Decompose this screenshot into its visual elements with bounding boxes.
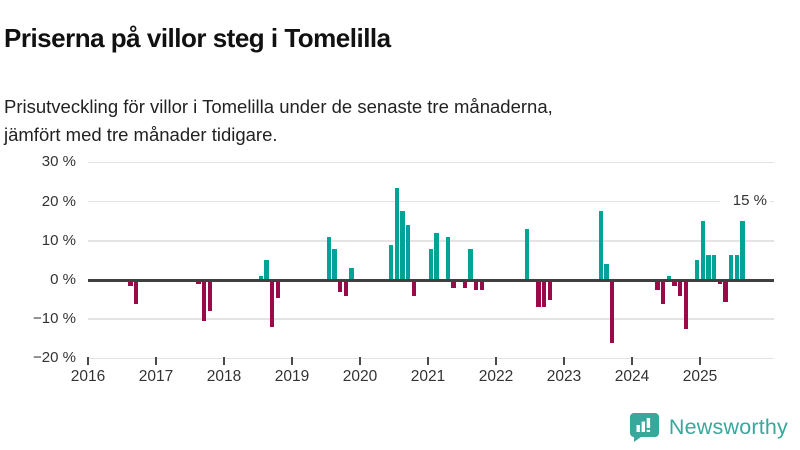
x-axis-tick (359, 357, 361, 365)
x-axis-tick (223, 357, 225, 365)
bar-2022-10 (547, 280, 553, 300)
bar-2025-02 (706, 254, 711, 280)
bar-2019-07 (326, 236, 332, 280)
bar-2018-10 (275, 280, 281, 298)
bar-2024-05 (655, 280, 660, 290)
gridline-30 (88, 161, 774, 164)
bar-2025-06 (728, 254, 734, 280)
bar-2019-09 (337, 280, 343, 292)
bar-2024-10 (683, 280, 689, 329)
gridline-10 (88, 240, 774, 242)
gridline--20 (88, 357, 774, 360)
zero-baseline (88, 278, 774, 282)
bar-2021-01 (428, 248, 434, 280)
x-axis-label: 2025 (682, 368, 718, 385)
bar-2022-09 (541, 280, 547, 308)
bar-2025-05 (723, 280, 728, 302)
bar-2018-08 (264, 260, 269, 280)
bar-2021-10 (479, 280, 485, 290)
newsworthy-brand: Newsworthy (629, 412, 788, 442)
x-axis-label: 2017 (138, 368, 174, 385)
y-axis-label: 30 % (41, 153, 76, 171)
bar-2021-07 (462, 280, 468, 288)
bar-2021-08 (468, 248, 473, 280)
y-axis-label: 20 % (41, 192, 76, 210)
bar-2020-09 (405, 225, 411, 280)
bar-2020-07 (394, 187, 400, 280)
x-axis-label: 2019 (274, 368, 310, 385)
subtitle-line-1: Prisutveckling för villor i Tomelilla un… (4, 95, 553, 117)
bar-2022-08 (536, 280, 541, 308)
bar-2024-06 (660, 280, 666, 304)
bar-2017-10 (207, 280, 213, 312)
bar-2025-04 (717, 280, 723, 284)
bar-2019-08 (332, 248, 337, 280)
gridline--10 (88, 318, 774, 320)
bar-2025-03 (711, 254, 717, 280)
last-value-annotation: 15 % (720, 192, 770, 210)
bar-2018-07 (258, 276, 264, 280)
bar-2023-08 (604, 264, 609, 280)
y-axis-label: 0 % (50, 271, 76, 288)
bar-2019-10 (343, 280, 349, 296)
x-axis-tick (631, 357, 633, 365)
x-axis-label: 2020 (342, 368, 378, 385)
x-axis-label: 2018 (206, 368, 242, 385)
x-axis-label: 2022 (478, 368, 514, 385)
bar-2024-08 (672, 280, 677, 286)
bar-2021-05 (451, 280, 456, 288)
bar-2021-04 (445, 236, 451, 280)
gridline-20 (88, 200, 774, 203)
subtitle-line-2: jämfört med tre månader tidigare. (4, 123, 278, 145)
newsworthy-logo-icon (629, 412, 660, 442)
page-title: Priserna på villor steg i Tomelilla (4, 23, 391, 54)
y-axis-label: −10 % (33, 310, 76, 328)
bar-2022-06 (524, 229, 530, 280)
x-axis-tick (87, 357, 89, 365)
newsworthy-brand-name: Newsworthy (668, 414, 788, 439)
y-axis-label: 10 % (41, 231, 76, 249)
x-axis-tick (495, 357, 497, 365)
x-axis-tick (155, 357, 157, 365)
bar-2019-11 (349, 268, 354, 280)
bar-2024-09 (677, 280, 683, 296)
bar-2021-09 (473, 280, 479, 290)
chart-subtitle: Prisutveckling för villor i Tomelilla un… (4, 93, 784, 149)
bar-2024-12 (694, 260, 700, 280)
x-axis-label: 2016 (70, 368, 106, 385)
bar-2016-09 (133, 280, 139, 304)
x-axis-label: 2021 (410, 368, 446, 385)
bar-2017-08 (196, 280, 201, 284)
bar-2020-06 (388, 244, 394, 280)
bar-2025-01 (700, 221, 706, 280)
x-axis-tick (291, 357, 293, 365)
bar-2023-09 (609, 280, 615, 343)
bar-2024-07 (666, 276, 672, 280)
bar-2017-09 (201, 280, 207, 322)
bar-2021-02 (434, 232, 439, 280)
bar-2016-08 (128, 280, 133, 286)
y-axis-label: −20 % (33, 349, 76, 367)
bar-2025-07 (734, 254, 740, 280)
bar-2018-09 (269, 280, 275, 328)
x-axis-tick (699, 357, 701, 365)
bar-2020-10 (411, 280, 417, 296)
x-axis-tick (563, 357, 565, 365)
bar-2023-07 (598, 211, 604, 280)
x-axis-label: 2023 (546, 368, 582, 385)
x-axis-tick (427, 357, 429, 365)
x-axis-label: 2024 (614, 368, 650, 385)
bar-2025-08 (740, 221, 745, 280)
bar-2020-08 (400, 211, 405, 280)
